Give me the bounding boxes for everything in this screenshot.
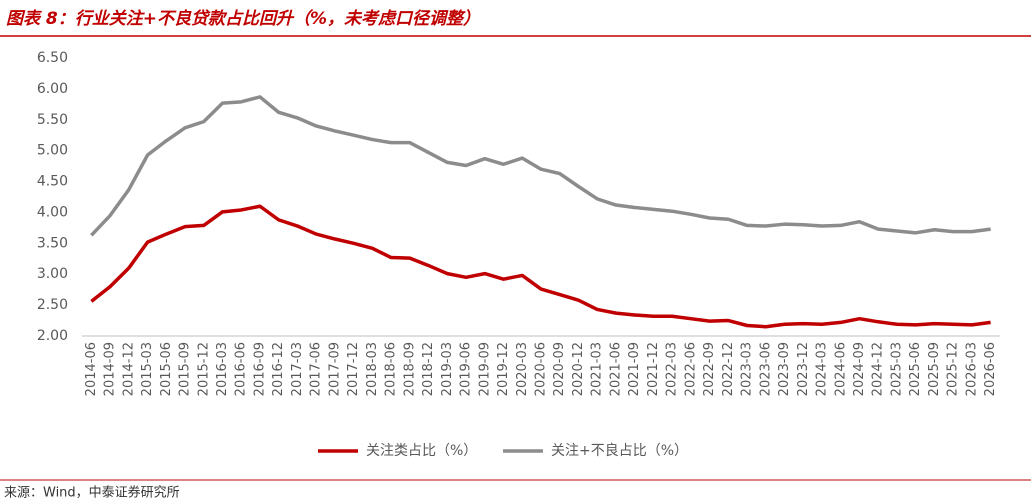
x-tick-label: 2015-09 [178,342,193,396]
x-tick-label: 2024-03 [815,342,830,396]
x-tick-label: 2019-09 [477,342,492,396]
x-tick-label: 2021-12 [646,342,661,396]
x-tick-label: 2019-12 [496,342,511,396]
x-tick-label: 2025-03 [889,342,904,396]
x-tick-label: 2018-12 [421,342,436,396]
y-tick-label: 6.00 [37,81,68,97]
x-tick-label: 2019-06 [459,342,474,396]
x-tick-label: 2017-09 [327,342,342,396]
x-tick-label: 2023-03 [740,342,755,396]
x-tick-label: 2025-12 [946,342,961,396]
x-tick-label: 2017-06 [309,342,324,396]
y-tick-label: 3.00 [37,266,68,282]
chart-title: 图表 8：行业关注+不良贷款占比回升（%，未考虑口径调整） [6,9,480,29]
x-tick-label: 2022-09 [702,342,717,396]
x-tick-label: 2020-06 [534,342,549,396]
x-tick-label: 2015-06 [159,342,174,396]
x-tick-label: 2021-03 [590,342,605,396]
x-tick-label: 2024-09 [852,342,867,396]
y-tick-label: 4.00 [37,204,68,220]
x-tick-label: 2024-06 [833,342,848,396]
x-tick-label: 2025-09 [927,342,942,396]
x-tick-label: 2018-09 [402,342,417,396]
y-tick-label: 6.50 [37,50,68,66]
x-tick-label: 2020-09 [552,342,567,396]
y-tick-label: 4.50 [37,174,68,190]
x-tick-label: 2022-03 [665,342,680,396]
x-tick-label: 2021-06 [608,342,623,396]
x-tick-label: 2016-03 [215,342,230,396]
legend-label: 关注+不良占比（%） [551,443,688,459]
x-tick-label: 2020-03 [515,342,530,396]
x-tick-label: 2024-12 [871,342,886,396]
x-tick-label: 2015-03 [140,342,155,396]
x-tick-label: 2023-12 [796,342,811,396]
x-tick-label: 2016-06 [234,342,249,396]
x-tick-label: 2026-03 [964,342,979,396]
x-tick-label: 2022-12 [721,342,736,396]
x-tick-label: 2020-12 [571,342,586,396]
x-tick-label: 2016-09 [252,342,267,396]
series-line [90,204,991,329]
y-tick-label: 5.50 [37,112,68,128]
x-tick-label: 2026-06 [983,342,998,396]
x-tick-label: 2021-09 [627,342,642,396]
x-tick-label: 2025-06 [908,342,923,396]
y-tick-label: 2.00 [37,328,68,344]
y-tick-label: 5.00 [37,143,68,159]
x-tick-label: 2022-06 [683,342,698,396]
x-tick-label: 2017-12 [346,342,361,396]
x-tick-label: 2023-06 [758,342,773,396]
x-tick-label: 2023-09 [777,342,792,396]
x-tick-label: 2017-03 [290,342,305,396]
source-note: 来源：Wind，中泰证券研究所 [4,485,180,501]
x-tick-label: 2014-12 [121,342,136,396]
y-tick-label: 3.50 [37,235,68,251]
legend-label: 关注类占比（%） [366,443,477,459]
x-tick-label: 2014-06 [84,342,99,396]
x-tick-label: 2018-06 [384,342,399,396]
series-line [90,95,991,237]
x-tick-label: 2019-03 [440,342,455,396]
x-tick-label: 2015-12 [196,342,211,396]
x-tick-label: 2014-09 [103,342,118,396]
x-tick-label: 2016-12 [271,342,286,396]
y-tick-label: 2.50 [37,297,68,313]
x-tick-label: 2018-03 [365,342,380,396]
